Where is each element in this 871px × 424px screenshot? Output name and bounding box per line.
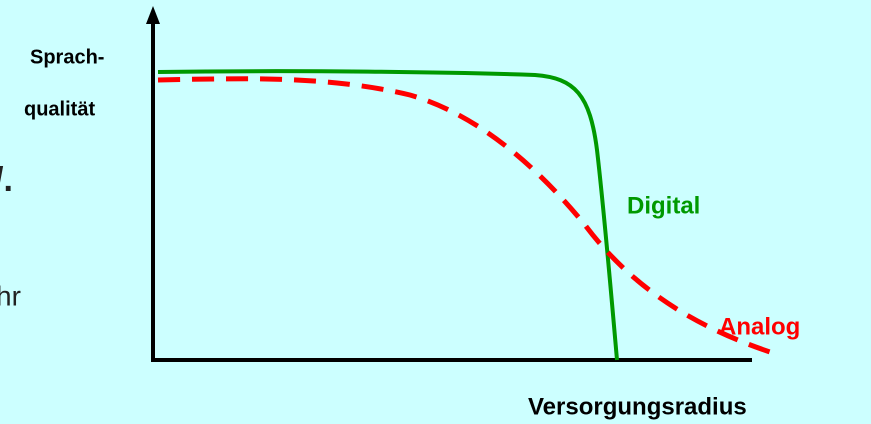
digital-label: Digital <box>627 192 700 219</box>
analog-curve <box>157 76 771 355</box>
analog-label: Analog <box>719 313 800 340</box>
y-axis-arrow <box>146 6 160 24</box>
x-axis-label: Versorgungsradius <box>528 393 747 420</box>
digital-curve <box>157 69 619 361</box>
y-axis-label: qualität <box>24 98 95 120</box>
cropped-text: hr <box>0 280 21 311</box>
cropped-text: /. <box>0 161 13 199</box>
y-axis-label: Sprach- <box>30 46 104 68</box>
